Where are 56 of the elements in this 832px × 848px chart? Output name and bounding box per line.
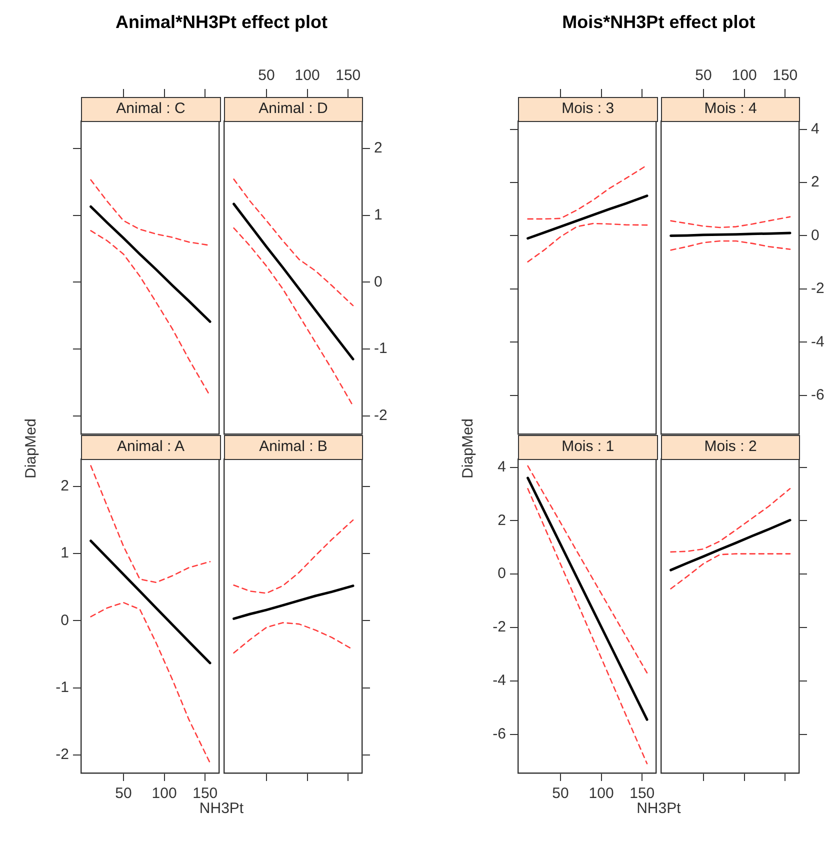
chart-title: Animal : D — [224, 97, 363, 122]
y2-tick-label: -4 — [810, 333, 824, 350]
x-axis-title: NH3Pt — [199, 800, 244, 817]
y-tick-label: -2 — [492, 618, 506, 636]
line-series — [232, 178, 354, 306]
x-tick-label: 150 — [192, 785, 218, 802]
line-series — [527, 488, 648, 764]
y-tick-label: 2 — [498, 512, 506, 529]
y-tick-label: 0 — [60, 612, 69, 629]
x-tick-label: 100 — [588, 785, 614, 802]
line-series — [527, 465, 648, 674]
x-tick-label: 50 — [552, 785, 569, 802]
y2-tick-label: -2 — [810, 280, 824, 298]
chart-title: Animal : C — [81, 97, 220, 122]
y-tick-label: -4 — [492, 672, 506, 690]
y-tick-label: 2 — [60, 478, 69, 495]
line-series — [232, 227, 354, 407]
line-series — [90, 602, 211, 764]
x-tick-label: 100 — [294, 67, 320, 84]
line-series — [670, 240, 790, 251]
y-tick-label: 0 — [498, 565, 506, 582]
line-series — [670, 216, 790, 228]
y2-tick-label: 0 — [374, 273, 382, 290]
x-tick-label: 150 — [335, 67, 360, 84]
chart-title: Mois : 1 — [518, 435, 658, 460]
y2-tick-label: -1 — [374, 340, 387, 358]
y-tick-label: -1 — [56, 678, 69, 696]
text: Mois*NH3Pt effect plot — [561, 12, 756, 33]
x-axis-title: NH3Pt — [636, 800, 681, 817]
x-tick-label: 100 — [731, 67, 756, 84]
chart-title: Mois : 3 — [518, 97, 658, 122]
y-axis-title: DiapMed — [460, 417, 476, 481]
y2-tick-label: -2 — [374, 407, 387, 424]
x-tick-label: 100 — [152, 785, 177, 802]
y-tick-label: -2 — [56, 746, 69, 764]
x-tick-label: 50 — [258, 67, 274, 84]
y-tick-label: 4 — [498, 458, 506, 476]
y-axis-title: DiapMed — [22, 417, 40, 481]
x-tick-label: 50 — [694, 67, 712, 84]
x-tick-label: 150 — [630, 785, 655, 802]
y2-tick-label: -6 — [810, 386, 824, 404]
x-tick-label: 50 — [115, 785, 132, 802]
chart-title: Mois : 4 — [660, 97, 800, 122]
y2-tick-label: 4 — [810, 120, 820, 138]
y2-tick-label: 2 — [374, 140, 382, 157]
line-series — [90, 465, 211, 584]
y2-tick-label: 0 — [810, 226, 820, 244]
chart-title: Animal : A — [81, 435, 220, 460]
chart-title: Animal : B — [224, 435, 363, 460]
text: Animal*NH3Pt effect plot — [114, 12, 329, 33]
y2-tick-label: 1 — [374, 206, 382, 224]
y-tick-label: -6 — [492, 725, 506, 742]
chart-title: Mois : 2 — [660, 435, 800, 460]
x-tick-label: 150 — [772, 67, 798, 84]
y2-tick-label: 2 — [810, 174, 820, 191]
y-tick-label: 1 — [60, 544, 69, 562]
